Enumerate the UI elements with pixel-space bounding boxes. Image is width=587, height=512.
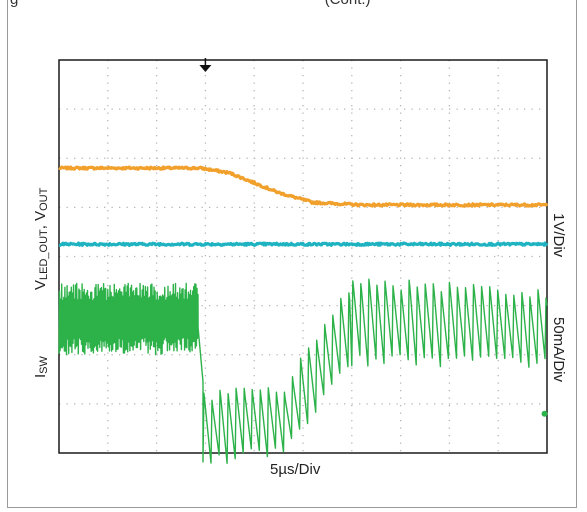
trace-vled-out xyxy=(58,165,549,208)
caption-continued: (Cont.) xyxy=(325,0,371,8)
y-label-voltage-sub-out: OUT xyxy=(38,187,50,211)
trigger-arrow xyxy=(199,65,212,72)
right-voltage-scale: 1V/Div xyxy=(550,213,567,258)
plot-border xyxy=(58,59,548,454)
trigger-marker-icon xyxy=(199,58,212,72)
y-label-current-sub: SW xyxy=(38,356,50,374)
y-label-current: ISW xyxy=(32,356,50,378)
y-label-voltage-sub-led: LED_OUT xyxy=(38,229,50,280)
trace-end-marker xyxy=(541,410,548,417)
right-current-scale: 50mA/Div xyxy=(550,317,567,383)
trace-vout xyxy=(58,241,549,247)
y-label-voltage-sep: , V xyxy=(32,210,49,230)
y-label-voltage-v: V xyxy=(32,279,49,290)
graticule-grid xyxy=(59,60,547,453)
figure-frame xyxy=(7,0,577,508)
trace-isw xyxy=(58,278,548,464)
y-label-voltage: VLED_OUT, VOUT xyxy=(32,188,50,290)
y-label-current-i: I xyxy=(32,373,49,378)
x-scale-label: 5µs/Div xyxy=(270,461,321,478)
trace-group xyxy=(58,165,549,464)
caption-text: g xyxy=(10,0,18,8)
figure-caption: g (Cont.) xyxy=(10,0,371,8)
